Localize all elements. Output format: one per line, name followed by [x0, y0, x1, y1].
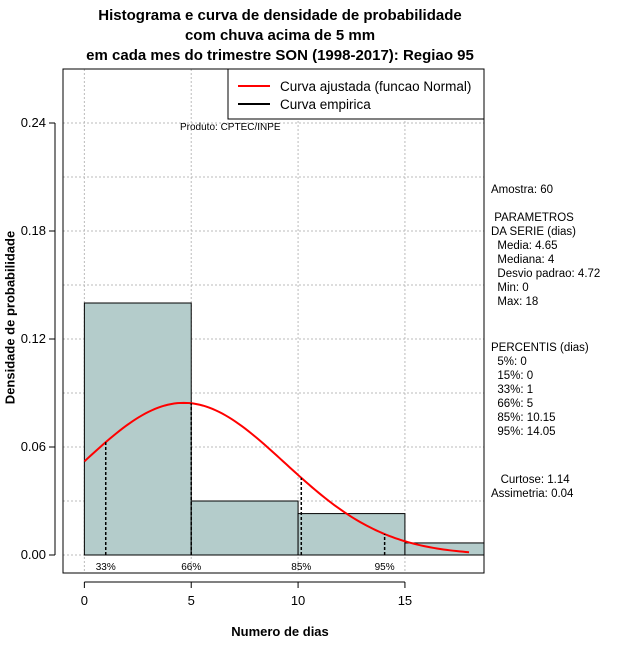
legend-box: [227, 68, 485, 120]
legend-label-1: Curva empirica: [280, 97, 371, 112]
stat-param-title-1: PARAMETROS: [491, 212, 574, 224]
plot-content: [83, 302, 484, 556]
x-axis-label: Numero de dias: [231, 624, 329, 639]
x-tick-label-0: 0: [81, 593, 88, 608]
histogram-bar-1: [190, 500, 299, 556]
y-axis-label: Densidade de probabilidade: [2, 230, 18, 405]
stat-p5: 5%: 0: [491, 356, 527, 368]
stat-p85: 85%: 10.15: [491, 412, 556, 424]
y-tick-label-3: 0.18: [21, 223, 46, 238]
chart-title-line-1: Histograma e curva de densidade de proba…: [98, 7, 462, 24]
y-tick-label-2: 0.12: [21, 331, 46, 346]
stat-min: Min: 0: [491, 282, 529, 294]
percentile-label-3: 95%: [375, 562, 395, 573]
percentile-label-1: 66%: [181, 562, 201, 573]
stat-p95: 95%: 14.05: [491, 426, 556, 438]
stat-assimetria: Assimetria: 0.04: [491, 488, 574, 500]
x-tick-label-2: 10: [291, 593, 305, 608]
stat-p15: 15%: 0: [491, 370, 534, 382]
histogram-bar-0: [83, 302, 192, 556]
chart-title-line-3: em cada mes do trimestre SON (1998-2017)…: [86, 47, 474, 64]
y-tick-label-0: 0.00: [21, 547, 46, 562]
stat-max: Max: 18: [491, 296, 539, 308]
percentile-label-0: 33%: [96, 562, 116, 573]
legend-label-0: Curva ajustada (funcao Normal): [280, 79, 471, 94]
stat-media: Media: 4.65: [491, 240, 558, 252]
stat-p33: 33%: 1: [491, 384, 534, 396]
y-tick-label-1: 0.06: [21, 439, 46, 454]
stat-amostra: Amostra: 60: [491, 184, 553, 196]
chart-title-line-2: com chuva acima de 5 mm: [184, 27, 376, 44]
stat-desvio: Desvio padrao: 4.72: [491, 268, 601, 280]
normal-curve: [83, 401, 470, 554]
x-tick-label-1: 5: [188, 593, 195, 608]
stat-mediana: Mediana: 4: [491, 254, 555, 266]
stat-curtose: Curtose: 1.14: [491, 474, 570, 486]
percentile-label-2: 85%: [291, 562, 311, 573]
x-tick-label-3: 15: [398, 593, 412, 608]
stat-percentis-title: PERCENTIS (dias): [491, 342, 589, 354]
y-tick-label-4: 0.24: [21, 115, 46, 130]
stat-p66: 66%: 5: [491, 398, 534, 410]
stat-param-title-2: DA SERIE (dias): [491, 226, 576, 238]
histogram-bar-2: [297, 513, 406, 556]
annotation-produto: Produto: CPTEC/INPE: [180, 122, 281, 133]
